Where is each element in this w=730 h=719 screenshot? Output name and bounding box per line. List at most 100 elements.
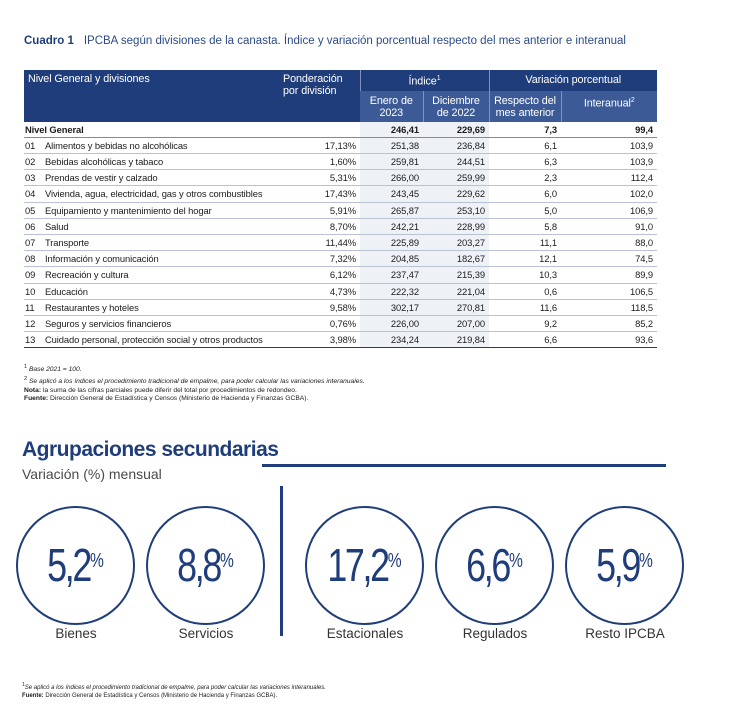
row-name: 05 Equipamiento y mantenimiento del hogar	[24, 202, 277, 219]
row-pond: 9,58%	[277, 299, 360, 317]
row-inter: 74,5	[561, 250, 657, 268]
row-name: 04 Vivienda, agua, electricidad, gas y ot…	[24, 185, 277, 203]
table-row: 07 Transporte 11,44% 225,89 203,27 11,1 88,0	[24, 234, 657, 252]
row-inter: 93,6	[561, 331, 657, 349]
table-row: 13 Cuidado personal, protección social y …	[24, 331, 657, 349]
note-fuente: Fuente: Dirección General de Estadística…	[24, 395, 309, 403]
table-notes: 1 Base 2021 = 100. 2 Se aplicó a los índ…	[24, 363, 365, 404]
row-label: Prendas de vestir y calzado	[45, 172, 158, 184]
row-name: 06 Salud	[24, 218, 277, 236]
row-pond: 1,60%	[277, 153, 360, 171]
table-row: 03 Prendas de vestir y calzado 5,31% 266,00…	[24, 169, 657, 187]
footnote-fuente: Fuente: Dirección General de Estadística…	[22, 692, 278, 699]
row-pond: 5,31%	[277, 169, 360, 187]
row-mes: 6,1	[489, 137, 561, 155]
row-pond: 4,73%	[277, 283, 360, 300]
row-label: Equipamiento y mantenimiento del hogar	[45, 204, 212, 216]
row-dic: 207,00	[423, 315, 489, 333]
table-row: 04 Vivienda, agua, electricidad, gas y ot…	[24, 185, 657, 203]
secondary-title-rule	[262, 464, 666, 467]
table-row: 06 Salud 8,70% 242,21 228,99 5,8 91,0	[24, 218, 657, 236]
row-pond: 8,70%	[277, 218, 360, 236]
row-pond: 7,32%	[277, 250, 360, 268]
group-value: 17,2%	[327, 539, 402, 591]
table-row: 09 Recreación y cultura 6,12% 237,47 215,39 1…	[24, 266, 657, 284]
total-inter: 99,4	[561, 121, 657, 138]
row-code: 12	[25, 318, 36, 330]
total-name: Nivel General	[24, 121, 277, 138]
row-mes: 11,1	[489, 234, 561, 252]
group-label: Estacionales	[326, 626, 404, 641]
row-pond: 11,44%	[277, 234, 360, 252]
note-1: 1 Base 2021 = 100.	[24, 364, 82, 374]
row-inter: 102,0	[561, 185, 657, 203]
group-value: 6,6%	[466, 539, 523, 591]
row-pond: 5,91%	[277, 202, 360, 219]
total-dic: 229,69	[423, 121, 489, 138]
row-label: Transporte	[45, 237, 89, 249]
row-label: Alimentos y bebidas no alcohólicas	[45, 139, 188, 151]
caption-label: Cuadro 1	[24, 35, 74, 47]
row-inter: 91,0	[561, 218, 657, 236]
row-pond: 6,12%	[277, 266, 360, 284]
total-pond	[277, 121, 360, 138]
row-code: 08	[25, 253, 36, 265]
group-value: 5,9%	[596, 539, 653, 591]
row-dic: 270,81	[423, 299, 489, 317]
row-name: 10 Educación	[24, 283, 277, 300]
row-enero: 259,81	[360, 153, 423, 171]
row-code: 10	[25, 285, 36, 297]
row-inter: 106,5	[561, 283, 657, 300]
header-indice: Índice1	[359, 70, 489, 91]
row-label: Información y comunicación	[45, 253, 159, 265]
note-nota: Nota: la suma de las cifras parciales pu…	[24, 386, 297, 394]
header-level: Nivel General y divisiones	[24, 70, 277, 122]
row-dic: 219,84	[423, 331, 489, 349]
row-code: 09	[25, 269, 36, 281]
row-enero: 243,45	[360, 185, 423, 203]
secondary-subtitle: Variación (%) mensual	[22, 466, 162, 482]
row-mes: 2,3	[489, 169, 561, 187]
row-pond: 0,76%	[277, 315, 360, 333]
row-enero: 265,87	[360, 202, 423, 219]
row-dic: 229,62	[423, 185, 489, 203]
caption-text: IPCBA según divisiones de la canasta. Ín…	[83, 35, 626, 47]
row-name: 09 Recreación y cultura	[24, 266, 277, 284]
row-name: 11 Restaurantes y hoteles	[24, 299, 277, 317]
row-enero: 302,17	[360, 299, 423, 317]
header-indice-diciembre: Diciembre de 2022	[422, 90, 489, 122]
row-code: 01	[25, 139, 36, 151]
table-row: 05 Equipamiento y mantenimiento del hogar…	[24, 202, 657, 219]
footnote-1: 1Se aplicó a los índices el procedimient…	[22, 682, 326, 691]
row-mes: 9,2	[489, 315, 561, 333]
row-code: 03	[25, 172, 36, 184]
row-enero: 242,21	[360, 218, 423, 236]
row-enero: 234,24	[360, 331, 423, 349]
row-name: 13 Cuidado personal, protección social y …	[24, 331, 277, 349]
row-inter: 85,2	[561, 315, 657, 333]
ipcba-table: Nivel General y divisiones Ponderación p…	[24, 70, 657, 349]
group-value: 5,2%	[47, 539, 104, 591]
row-inter: 89,9	[561, 266, 657, 284]
row-enero: 225,89	[360, 234, 423, 252]
row-mes: 6,3	[489, 153, 561, 171]
row-enero: 222,32	[360, 283, 423, 300]
row-dic: 244,51	[423, 153, 489, 171]
row-dic: 253,10	[423, 202, 489, 219]
table-row-total: Nivel General 246,41 229,69 7,3 99,4	[24, 121, 657, 138]
row-code: 04	[25, 188, 36, 200]
group-label: Servicios	[178, 626, 234, 641]
group-bubble: 8,8%	[146, 506, 265, 625]
row-label: Restaurantes y hoteles	[45, 301, 139, 313]
table-row: 08 Información y comunicación 7,32% 204,85 1…	[24, 250, 657, 268]
table-row: 11 Restaurantes y hoteles 9,58% 302,17 270,8…	[24, 299, 657, 317]
header-var-interanual: Interanual2	[560, 90, 657, 122]
row-code: 11	[25, 301, 35, 313]
note-2: 2 Se aplicó a los índices el procedimien…	[24, 375, 365, 386]
row-mes: 12,1	[489, 250, 561, 268]
row-enero: 251,38	[360, 137, 423, 155]
row-mes: 0,6	[489, 283, 561, 300]
row-inter: 106,9	[561, 202, 657, 219]
row-mes: 6,0	[489, 185, 561, 203]
row-inter: 88,0	[561, 234, 657, 252]
